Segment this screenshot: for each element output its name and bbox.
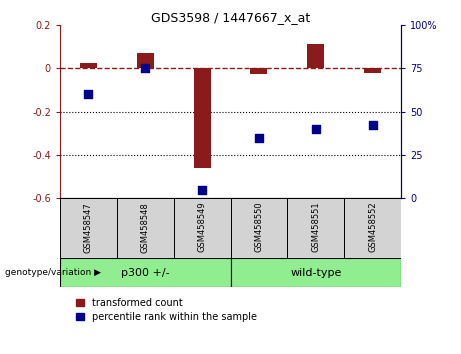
Text: GSM458550: GSM458550 [254,202,263,252]
Bar [174,198,230,258]
Point [85,91,92,97]
Text: GSM458547: GSM458547 [84,202,93,252]
Point [255,135,263,140]
Bar [80,63,97,68]
Bar [250,68,267,74]
Legend: transformed count, percentile rank within the sample: transformed count, percentile rank withi… [74,295,260,325]
Bar [230,258,401,287]
Point [198,187,206,193]
Text: GSM458552: GSM458552 [368,202,377,252]
Text: GSM458548: GSM458548 [141,202,150,252]
Bar [194,68,211,168]
Text: genotype/variation ▶: genotype/variation ▶ [5,268,100,277]
Bar [344,198,401,258]
Bar [60,198,117,258]
Bar [136,52,154,68]
Title: GDS3598 / 1447667_x_at: GDS3598 / 1447667_x_at [151,11,310,24]
Point [369,122,376,128]
Bar [287,198,344,258]
Text: p300 +/-: p300 +/- [121,268,170,278]
Point [142,65,149,71]
Text: GSM458549: GSM458549 [198,202,207,252]
Text: wild-type: wild-type [290,268,342,278]
Text: GSM458551: GSM458551 [311,202,320,252]
Bar [364,68,381,73]
Point [312,126,319,132]
Bar [60,258,230,287]
Bar [230,198,287,258]
Bar [117,198,174,258]
Bar [307,44,324,68]
